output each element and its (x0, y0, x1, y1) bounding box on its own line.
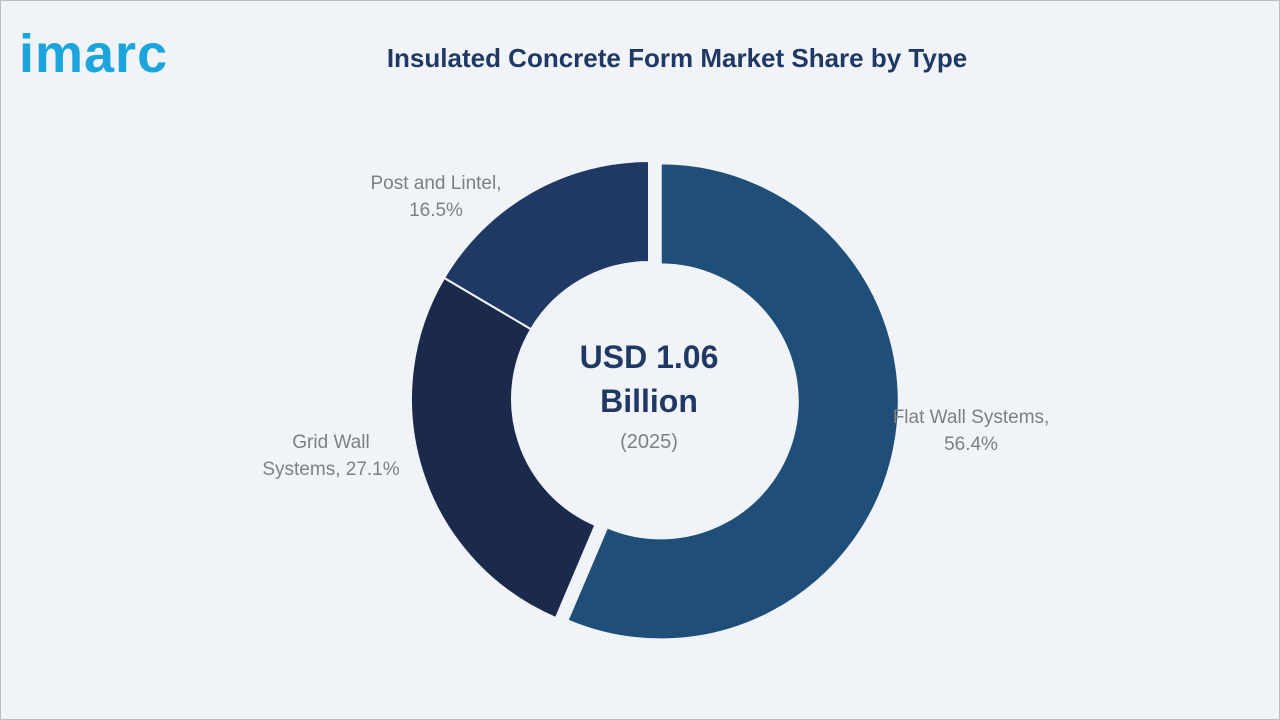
data-label: Flat Wall Systems, 56.4% (892, 407, 1050, 455)
data-label: Grid Wall Systems, 27.1% (262, 432, 400, 480)
logo: imarc (19, 24, 169, 84)
donut-slice (410, 276, 597, 620)
donut-slice (566, 162, 900, 641)
center-sublabel: (2025) (620, 431, 678, 453)
data-label: Post and Lintel, 16.5% (370, 173, 502, 221)
chart-title: Insulated Concrete Form Market Share by … (386, 43, 968, 73)
center-label: USD 1.06 Billion (579, 339, 719, 419)
donut-slice (442, 159, 650, 331)
